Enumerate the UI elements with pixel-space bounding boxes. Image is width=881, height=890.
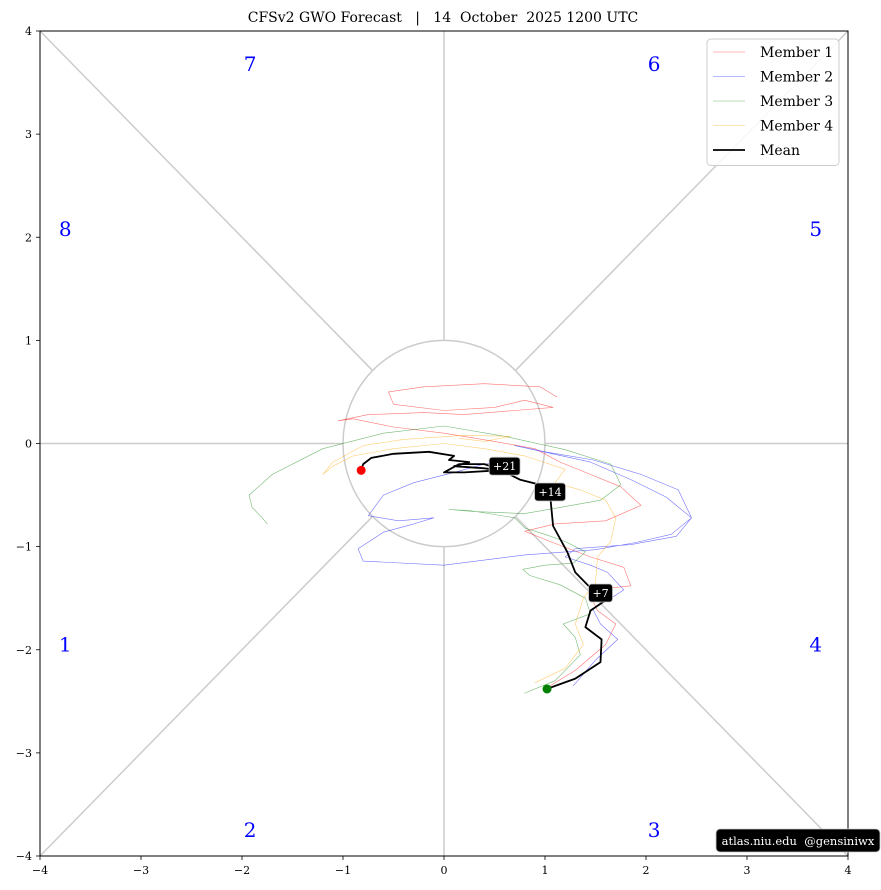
legend-label: Mean: [760, 143, 800, 159]
lead-label: +7: [592, 587, 608, 600]
series-line-member-3: [248, 425, 622, 694]
y-tick-label: −1: [16, 541, 32, 554]
axis-ticks: −4 −3 −2 −1 0 1 2 3 4 −4 −3 −2 −1 0 1 2 3 4: [16, 25, 852, 877]
phase-labels: 1 2 3 4 5 6 7 8: [59, 52, 822, 842]
series-line-member-2: [357, 445, 692, 687]
series-layer: +7 +14 +21: [248, 383, 692, 694]
chart-title: CFSv2 GWO Forecast | 14 October 2025 120…: [248, 10, 639, 26]
x-tick-label: −4: [32, 864, 48, 877]
phase-label-3: 3: [648, 818, 661, 842]
phase-label-8: 8: [59, 217, 72, 241]
credit-text: atlas.niu.edu @gensiniwx: [722, 834, 875, 848]
lead-label-box-3: [488, 456, 521, 476]
lead-label: +21: [493, 460, 516, 473]
credit-box: [715, 828, 881, 853]
y-tick-label: −4: [16, 850, 32, 863]
diagonal-line-3: [39, 515, 374, 857]
legend-label: Member 3: [760, 94, 833, 110]
phase-label-7: 7: [244, 52, 257, 76]
phase-label-2: 2: [244, 818, 257, 842]
x-tick-label: 0: [441, 864, 448, 877]
lead-label-box-2: [534, 482, 566, 502]
lead-label: +14: [538, 486, 561, 499]
diagonal-line-4: [514, 515, 849, 857]
x-tick-label: −2: [234, 864, 250, 877]
phase-label-4: 4: [809, 633, 822, 657]
y-tick-label: 3: [25, 128, 32, 141]
y-tick-label: −3: [16, 747, 32, 760]
legend-label: Member 2: [760, 70, 833, 86]
start-marker: [542, 684, 552, 694]
legend-label: Member 4: [760, 119, 833, 135]
series-line-member-1: [337, 383, 642, 690]
end-marker: [356, 465, 366, 475]
y-tick-label: 4: [25, 25, 32, 38]
phase-label-6: 6: [648, 52, 661, 76]
x-tick-label: −3: [133, 864, 149, 877]
legend: Member 1 Member 2 Member 3 Member 4 Mean: [706, 38, 840, 166]
x-tick-label: 2: [643, 864, 650, 877]
diagonal-line-2: [39, 30, 374, 372]
phase-label-1: 1: [59, 633, 72, 657]
y-tick-label: −2: [16, 644, 32, 657]
legend-label: Member 1: [760, 45, 833, 61]
phase-label-5: 5: [809, 217, 822, 241]
lead-label-box-1: [588, 583, 613, 603]
x-tick-label: −1: [335, 864, 351, 877]
x-tick-label: 4: [845, 864, 852, 877]
credit-badge: atlas.niu.edu @gensiniwx: [715, 828, 881, 853]
x-tick-label: 1: [542, 864, 549, 877]
x-tick-label: 3: [744, 864, 751, 877]
series-line-member-4: [322, 434, 617, 684]
plot-frame: [39, 30, 849, 857]
legend-box: [706, 38, 840, 166]
y-tick-label: 2: [25, 231, 32, 244]
y-tick-label: 1: [25, 334, 32, 347]
y-tick-label: 0: [25, 438, 32, 451]
